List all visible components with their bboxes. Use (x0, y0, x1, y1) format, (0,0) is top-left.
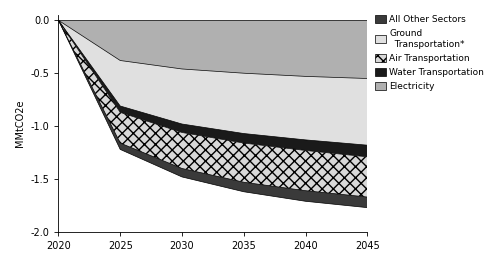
Y-axis label: MMtCO2e: MMtCO2e (15, 100, 25, 147)
Legend: All Other Sectors, Ground
  Transportation*, Air Transportation, Water Transport: All Other Sectors, Ground Transportation… (375, 15, 484, 91)
